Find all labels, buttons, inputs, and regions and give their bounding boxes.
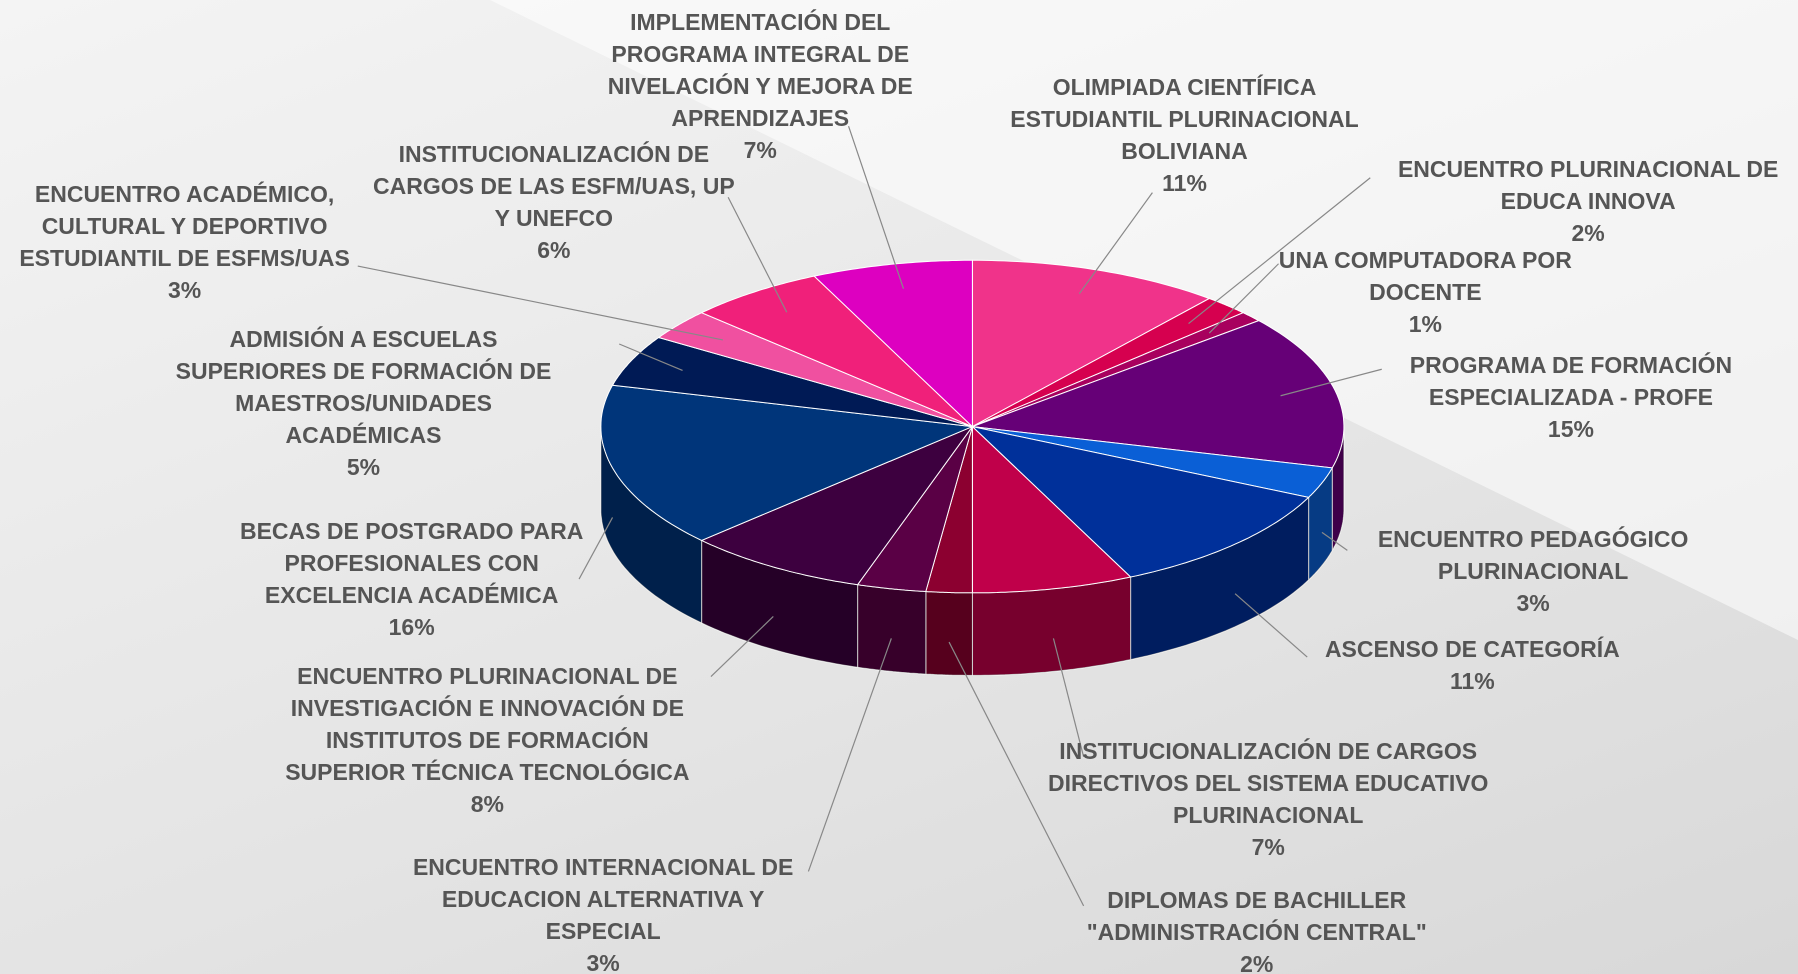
leader-line	[578, 517, 614, 580]
slice-side-shade	[701, 540, 858, 668]
category-label: UNA COMPUTADORA POR DOCENTE	[1278, 247, 1572, 306]
slice	[972, 297, 1245, 428]
category-label: ADMISIÓN A ESCUELAS SUPERIORES DE FORMAC…	[175, 326, 552, 449]
slice	[971, 259, 1211, 428]
leader-line	[710, 616, 774, 677]
slice-label: IMPLEMENTACIÓN DEL PROGRAMA INTEGRAL DE …	[577, 6, 944, 166]
category-label: ENCUENTRO PLURINACIONAL DE INVESTIGACIÓN…	[285, 663, 690, 786]
value-label: 3%	[1516, 589, 1550, 616]
slice	[972, 320, 1345, 469]
slice-label: ADMISIÓN A ESCUELAS SUPERIORES DE FORMAC…	[157, 323, 570, 483]
slice	[700, 275, 973, 428]
leader-line	[1078, 192, 1153, 294]
category-label: DIPLOMAS DE BACHILLER "ADMINISTRACIÓN CE…	[1086, 887, 1427, 946]
value-label: 11%	[1449, 667, 1495, 694]
slice	[600, 384, 975, 541]
slice	[611, 336, 973, 428]
slice	[970, 425, 1310, 578]
slice-label: INSTITUCIONALIZACIÓN DE CARGOS DE LAS ES…	[370, 138, 737, 266]
value-label: 15%	[1547, 415, 1594, 442]
leader-line	[1321, 531, 1348, 551]
category-label: ENCUENTRO PLURINACIONAL DE EDUCA INNOVA	[1397, 155, 1779, 214]
slice-side-shade	[972, 577, 1131, 676]
leader-line	[1280, 368, 1382, 397]
slice-label: INSTITUCIONALIZACIÓN DE CARGOS DIRECTIVO…	[1039, 735, 1498, 863]
leader-line	[357, 265, 723, 341]
slice-label: OLIMPIADA CIENTÍFICA ESTUDIANTIL PLURINA…	[995, 71, 1373, 199]
slice-label: ENCUENTRO ACADÉMICO, CULTURAL Y DEPORTIV…	[1, 178, 368, 306]
slice-label: ENCUENTRO PEDAGÓGICO PLURINACIONAL 3%	[1355, 523, 1710, 619]
leader-line	[847, 125, 905, 289]
leader-line	[1188, 177, 1371, 325]
leader-line	[1208, 263, 1279, 334]
value-label: 2%	[1571, 219, 1605, 246]
leader-line	[948, 641, 1085, 907]
value-label: 16%	[388, 613, 435, 640]
leader-line	[807, 638, 892, 872]
slice	[971, 425, 1132, 594]
slice-label: BECAS DE POSTGRADO PARA PROFESIONALES CO…	[228, 515, 595, 643]
value-label: 11%	[1162, 170, 1207, 197]
slice-label: ENCUENTRO PLURINACIONAL DE EDUCA INNOVA 2…	[1376, 153, 1798, 249]
leader-line	[618, 343, 683, 371]
value-label: 3%	[586, 949, 620, 974]
category-label: ASCENSO DE CATEGORÍA	[1324, 635, 1620, 662]
category-label: PROGRAMA DE FORMACIÓN ESPECIALIZADA - PR…	[1409, 351, 1733, 410]
slice-side-shade	[600, 426, 702, 623]
leader-line	[1234, 593, 1308, 658]
slice-label: DIPLOMAS DE BACHILLER "ADMINISTRACIÓN CE…	[1068, 884, 1446, 974]
slice-side-shade	[1308, 467, 1333, 580]
category-label: OLIMPIADA CIENTÍFICA ESTUDIANTIL PLURINA…	[1010, 74, 1359, 165]
value-label: 7%	[1251, 834, 1285, 861]
slice-label: ASCENSO DE CATEGORÍA 11%	[1295, 633, 1650, 697]
slice	[813, 259, 973, 428]
value-label: 7%	[743, 136, 777, 163]
slice-side-shade	[857, 584, 926, 675]
category-label: INSTITUCIONALIZACIÓN DE CARGOS DE LAS ES…	[373, 140, 735, 231]
slice-label: ENCUENTRO PLURINACIONAL DE INVESTIGACIÓN…	[269, 660, 705, 820]
category-label: ENCUENTRO ACADÉMICO, CULTURAL Y DEPORTIV…	[19, 180, 350, 271]
value-label: 8%	[470, 791, 504, 818]
slice	[657, 312, 973, 428]
leader-line	[1052, 638, 1085, 757]
slice-side-shade	[1332, 426, 1344, 551]
slice	[972, 426, 1333, 498]
slice-side-shade	[1130, 497, 1309, 660]
category-label: BECAS DE POSTGRADO PARA PROFESIONALES CO…	[239, 517, 584, 608]
slice-label: PROGRAMA DE FORMACIÓN ESPECIALIZADA - PR…	[1376, 349, 1766, 445]
value-label: 5%	[346, 454, 381, 481]
slice	[700, 425, 974, 586]
category-label: IMPLEMENTACIÓN DEL PROGRAMA INTEGRAL DE …	[607, 8, 913, 131]
slice-label: ENCUENTRO INTERNACIONAL DE EDUCACION ALT…	[385, 851, 821, 974]
slice	[972, 312, 1260, 428]
slice	[856, 426, 973, 593]
value-label: 3%	[167, 276, 202, 303]
value-label: 1%	[1408, 311, 1442, 338]
category-label: ENCUENTRO PEDAGÓGICO PLURINACIONAL	[1377, 525, 1689, 584]
category-label: INSTITUCIONALIZACIÓN DE CARGOS DIRECTIVO…	[1048, 738, 1489, 829]
value-label: 6%	[537, 236, 571, 263]
slice-label: UNA COMPUTADORA POR DOCENTE 1%	[1276, 244, 1574, 340]
category-label: ENCUENTRO INTERNACIONAL DE EDUCACION ALT…	[412, 853, 794, 944]
slice-side-shade	[925, 591, 973, 676]
leader-line	[727, 196, 788, 313]
value-label: 2%	[1240, 951, 1274, 974]
